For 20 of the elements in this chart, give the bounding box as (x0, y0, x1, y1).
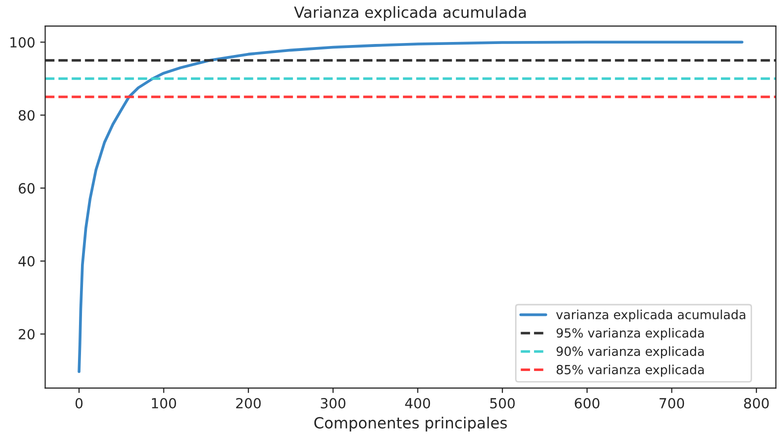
y-tick-label: 40 (18, 256, 35, 267)
y-tick-label: 100 (10, 37, 35, 48)
x-tick-label: 0 (76, 398, 83, 408)
legend-label: varianza explicada acumulada (556, 310, 746, 322)
x-tick-label: 100 (152, 398, 176, 408)
x-tick-label: 600 (574, 398, 600, 408)
legend-label: 95% varianza explicada (556, 328, 704, 340)
x-tick-label: 200 (236, 398, 261, 408)
x-tick-label: 700 (660, 398, 684, 408)
chart-title: Varianza explicada acumulada (294, 6, 526, 21)
legend-label: 90% varianza explicada (556, 346, 704, 358)
y-tick-label: 80 (18, 110, 35, 121)
legend-label: 85% varianza explicada (556, 364, 704, 377)
y-tick-label: 60 (18, 183, 35, 194)
x-tick-label: 400 (405, 398, 430, 408)
x-tick-label: 800 (744, 398, 769, 408)
y-tick-label: 20 (18, 328, 35, 340)
x-tick-label: 300 (320, 398, 346, 408)
x-axis-title: Componentes principales (314, 416, 507, 432)
x-tick-label: 500 (490, 398, 515, 408)
